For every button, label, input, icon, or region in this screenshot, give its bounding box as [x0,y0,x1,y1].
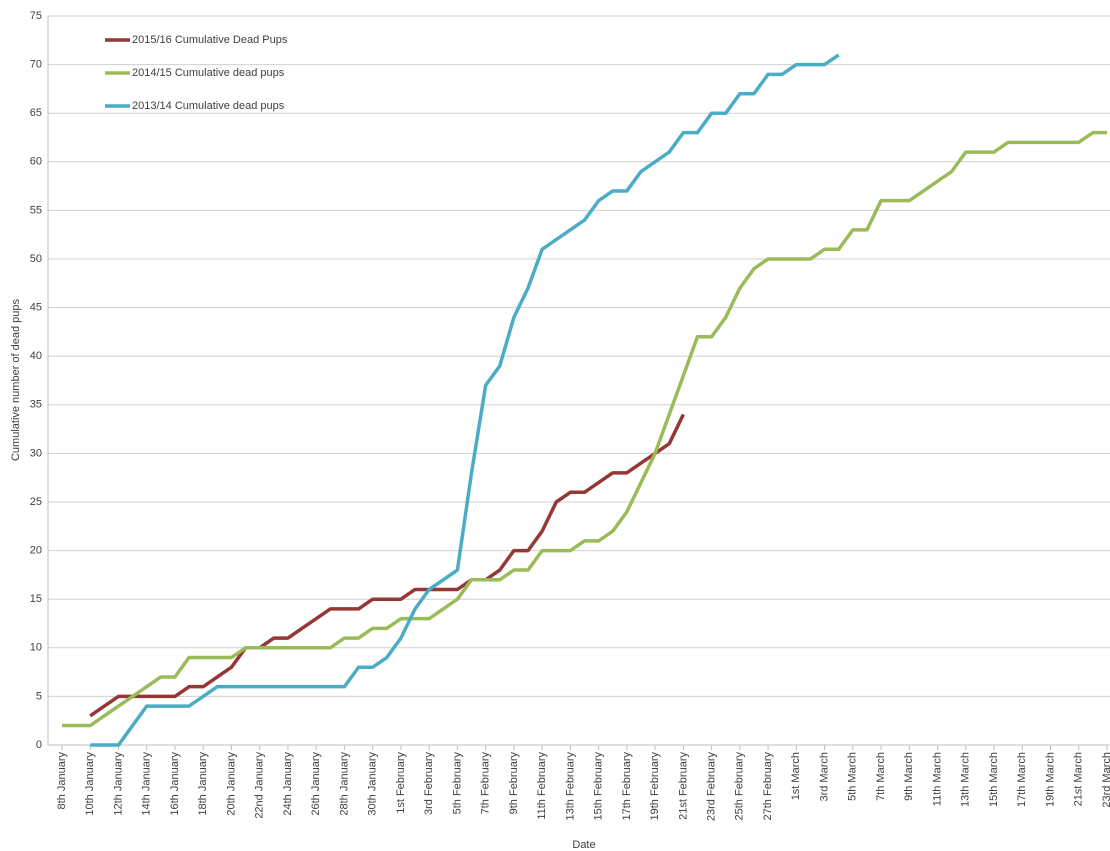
y-tick-label: 75 [30,10,42,22]
x-tick-label: 11th February [536,752,548,820]
x-tick-label: 15th February [593,752,605,821]
x-tick-label: 17th March [1016,752,1028,807]
x-tick-label: 22nd January [254,752,266,819]
y-tick-label: 55 [30,204,42,216]
y-tick-label: 25 [30,496,42,508]
x-tick-label: 15th March [988,752,1000,807]
legend-label: 2015/16 Cumulative Dead Pups [132,34,288,46]
x-tick-label: 1st February [395,752,407,814]
x-tick-label: 27th February [762,752,774,821]
y-tick-label: 70 [30,59,42,71]
y-tick-label: 40 [30,350,42,362]
x-tick-label: 20th January [225,752,237,816]
x-tick-label: 23rd February [706,752,718,822]
x-axis-title: Date [572,839,595,851]
y-tick-label: 15 [30,593,42,605]
x-tick-label: 17th February [621,752,633,821]
x-tick-label: 24th January [282,752,294,816]
legend-label: 2013/14 Cumulative dead pups [132,100,285,112]
x-tick-label: 14th January [141,752,153,816]
x-tick-label: 7th February [480,752,492,815]
y-tick-label: 60 [30,156,42,168]
y-tick-label: 10 [30,642,42,654]
x-tick-label: 9th February [508,752,520,815]
x-tick-label: 7th March [875,752,887,801]
x-tick-label: 3rd February [423,752,435,815]
y-tick-label: 45 [30,302,42,314]
y-axis-title: Cumulative number of dead pups [10,298,22,461]
y-tick-label: 50 [30,253,42,265]
y-tick-label: 20 [30,545,42,557]
x-tick-label: 11th March [931,752,943,806]
x-tick-label: 3rd March [818,752,830,802]
legend-label: 2014/15 Cumulative dead pups [132,67,285,79]
x-tick-label: 8th January [56,752,68,810]
y-tick-label: 0 [36,739,42,751]
x-tick-label: 1st March [790,752,802,800]
y-tick-label: 65 [30,107,42,119]
x-tick-label: 16th January [169,752,181,816]
x-tick-label: 23rd March [1101,752,1110,808]
x-tick-label: 12th January [112,752,124,816]
x-tick-label: 10th January [84,752,96,816]
y-tick-label: 35 [30,399,42,411]
x-tick-label: 26th January [310,752,322,816]
x-tick-label: 13th March [960,752,972,807]
x-tick-label: 19th February [649,752,661,821]
y-tick-label: 30 [30,447,42,459]
x-tick-label: 18th January [197,752,209,816]
y-tick-label: 5 [36,690,42,702]
x-tick-label: 28th January [338,752,350,816]
x-tick-label: 21st February [677,752,689,820]
x-tick-label: 13th February [564,752,576,821]
series-line [90,53,840,747]
x-tick-label: 5th March [847,752,859,801]
x-tick-label: 19th March [1044,752,1056,807]
x-tick-label: 25th February [734,752,746,821]
series-line [62,130,1107,728]
x-tick-label: 9th March [903,752,915,801]
x-tick-label: 5th February [451,752,463,815]
x-tick-label: 30th January [367,752,379,816]
series-line [89,413,685,718]
x-tick-label: 21st March [1073,752,1085,806]
